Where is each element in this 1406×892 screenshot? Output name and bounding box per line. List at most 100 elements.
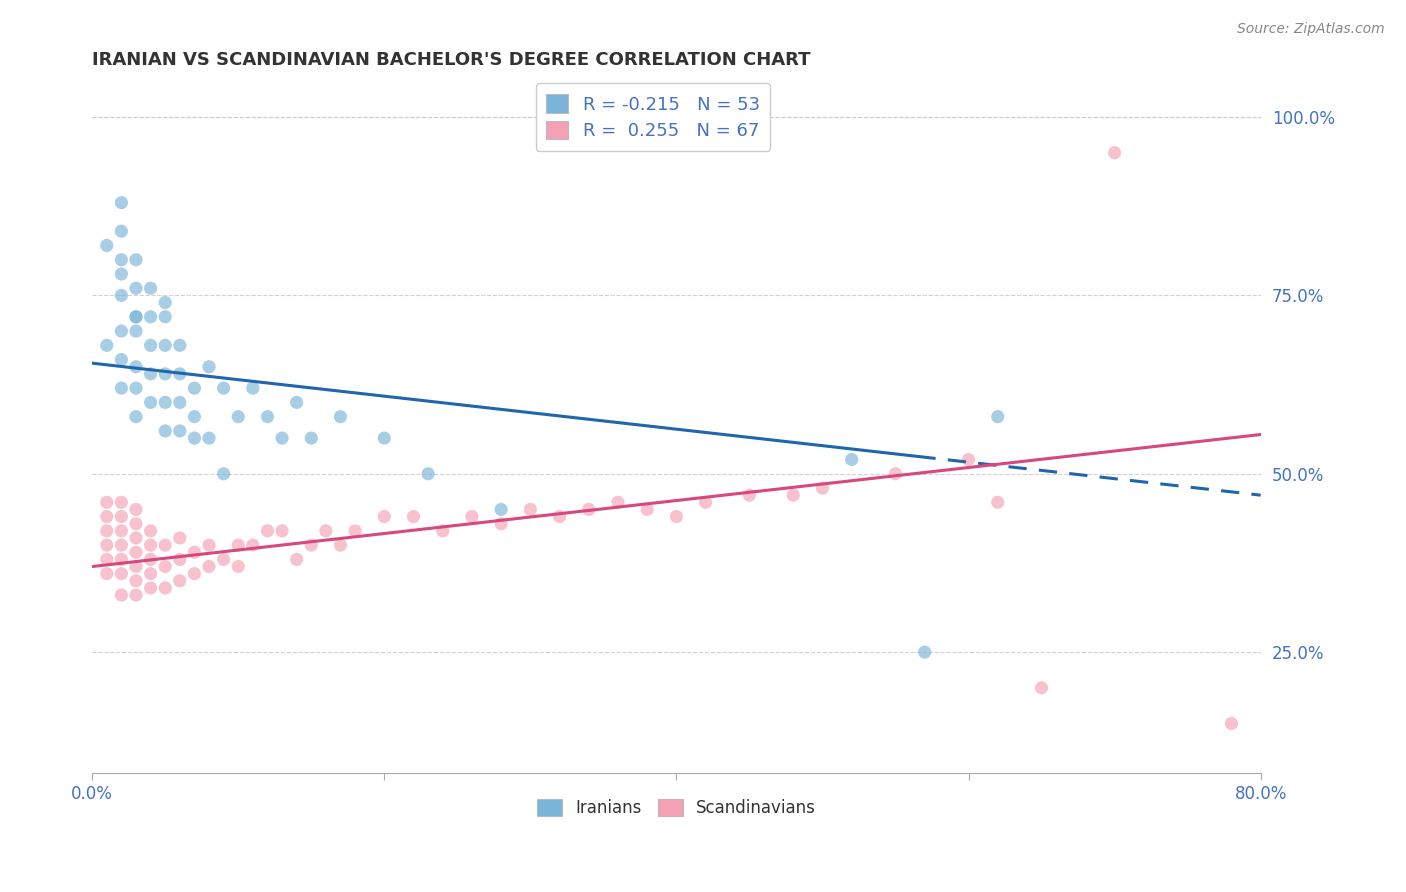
Point <box>226 559 249 574</box>
Point <box>155 424 177 438</box>
Point <box>461 509 484 524</box>
Point <box>125 252 148 267</box>
Point <box>110 267 132 281</box>
Point <box>110 509 132 524</box>
Point <box>1104 145 1126 160</box>
Point <box>155 367 177 381</box>
Legend: Iranians, Scandinavians: Iranians, Scandinavians <box>530 792 823 824</box>
Point <box>548 509 571 524</box>
Point <box>125 531 148 545</box>
Point <box>607 495 630 509</box>
Point <box>155 395 177 409</box>
Point <box>110 252 132 267</box>
Point <box>198 359 221 374</box>
Point <box>782 488 804 502</box>
Point <box>139 566 162 581</box>
Point <box>432 524 454 538</box>
Point <box>96 238 118 252</box>
Point <box>841 452 863 467</box>
Point <box>125 310 148 324</box>
Point <box>329 409 352 424</box>
Point <box>489 516 512 531</box>
Point <box>110 381 132 395</box>
Point <box>139 581 162 595</box>
Point <box>169 338 191 352</box>
Point <box>636 502 658 516</box>
Point <box>811 481 834 495</box>
Point <box>155 538 177 552</box>
Point <box>271 524 294 538</box>
Point <box>96 538 118 552</box>
Point <box>578 502 600 516</box>
Point <box>242 538 264 552</box>
Point <box>169 574 191 588</box>
Point <box>125 381 148 395</box>
Point <box>110 324 132 338</box>
Point <box>125 559 148 574</box>
Point <box>110 524 132 538</box>
Point <box>139 367 162 381</box>
Point <box>242 381 264 395</box>
Point <box>256 409 278 424</box>
Point <box>329 538 352 552</box>
Point <box>139 395 162 409</box>
Point <box>139 538 162 552</box>
Point <box>416 467 439 481</box>
Point <box>373 509 395 524</box>
Point <box>96 338 118 352</box>
Point <box>665 509 688 524</box>
Point <box>155 559 177 574</box>
Point <box>155 338 177 352</box>
Point <box>125 359 148 374</box>
Point <box>1031 681 1053 695</box>
Point <box>315 524 337 538</box>
Point <box>212 381 235 395</box>
Point <box>198 538 221 552</box>
Point <box>169 531 191 545</box>
Text: Source: ZipAtlas.com: Source: ZipAtlas.com <box>1237 22 1385 37</box>
Point <box>110 224 132 238</box>
Point <box>183 431 205 445</box>
Point <box>987 409 1010 424</box>
Point <box>110 566 132 581</box>
Point <box>125 324 148 338</box>
Point <box>110 352 132 367</box>
Point <box>884 467 907 481</box>
Point <box>110 495 132 509</box>
Point <box>198 431 221 445</box>
Point <box>125 588 148 602</box>
Point <box>299 538 322 552</box>
Point <box>198 559 221 574</box>
Point <box>169 424 191 438</box>
Text: IRANIAN VS SCANDINAVIAN BACHELOR'S DEGREE CORRELATION CHART: IRANIAN VS SCANDINAVIAN BACHELOR'S DEGRE… <box>93 51 811 69</box>
Point <box>271 431 294 445</box>
Point <box>110 538 132 552</box>
Point <box>125 310 148 324</box>
Point <box>110 195 132 210</box>
Point <box>125 516 148 531</box>
Point <box>285 552 308 566</box>
Point <box>125 545 148 559</box>
Point <box>155 581 177 595</box>
Point <box>987 495 1010 509</box>
Point <box>226 538 249 552</box>
Point <box>155 295 177 310</box>
Point <box>125 502 148 516</box>
Point <box>169 552 191 566</box>
Point <box>183 381 205 395</box>
Point <box>169 367 191 381</box>
Point <box>110 288 132 302</box>
Point <box>183 409 205 424</box>
Point <box>489 502 512 516</box>
Point <box>110 552 132 566</box>
Point <box>96 566 118 581</box>
Point <box>738 488 761 502</box>
Point <box>1220 716 1243 731</box>
Point <box>344 524 367 538</box>
Point <box>183 545 205 559</box>
Point <box>125 281 148 295</box>
Point <box>285 395 308 409</box>
Point <box>226 409 249 424</box>
Point <box>914 645 936 659</box>
Point <box>125 574 148 588</box>
